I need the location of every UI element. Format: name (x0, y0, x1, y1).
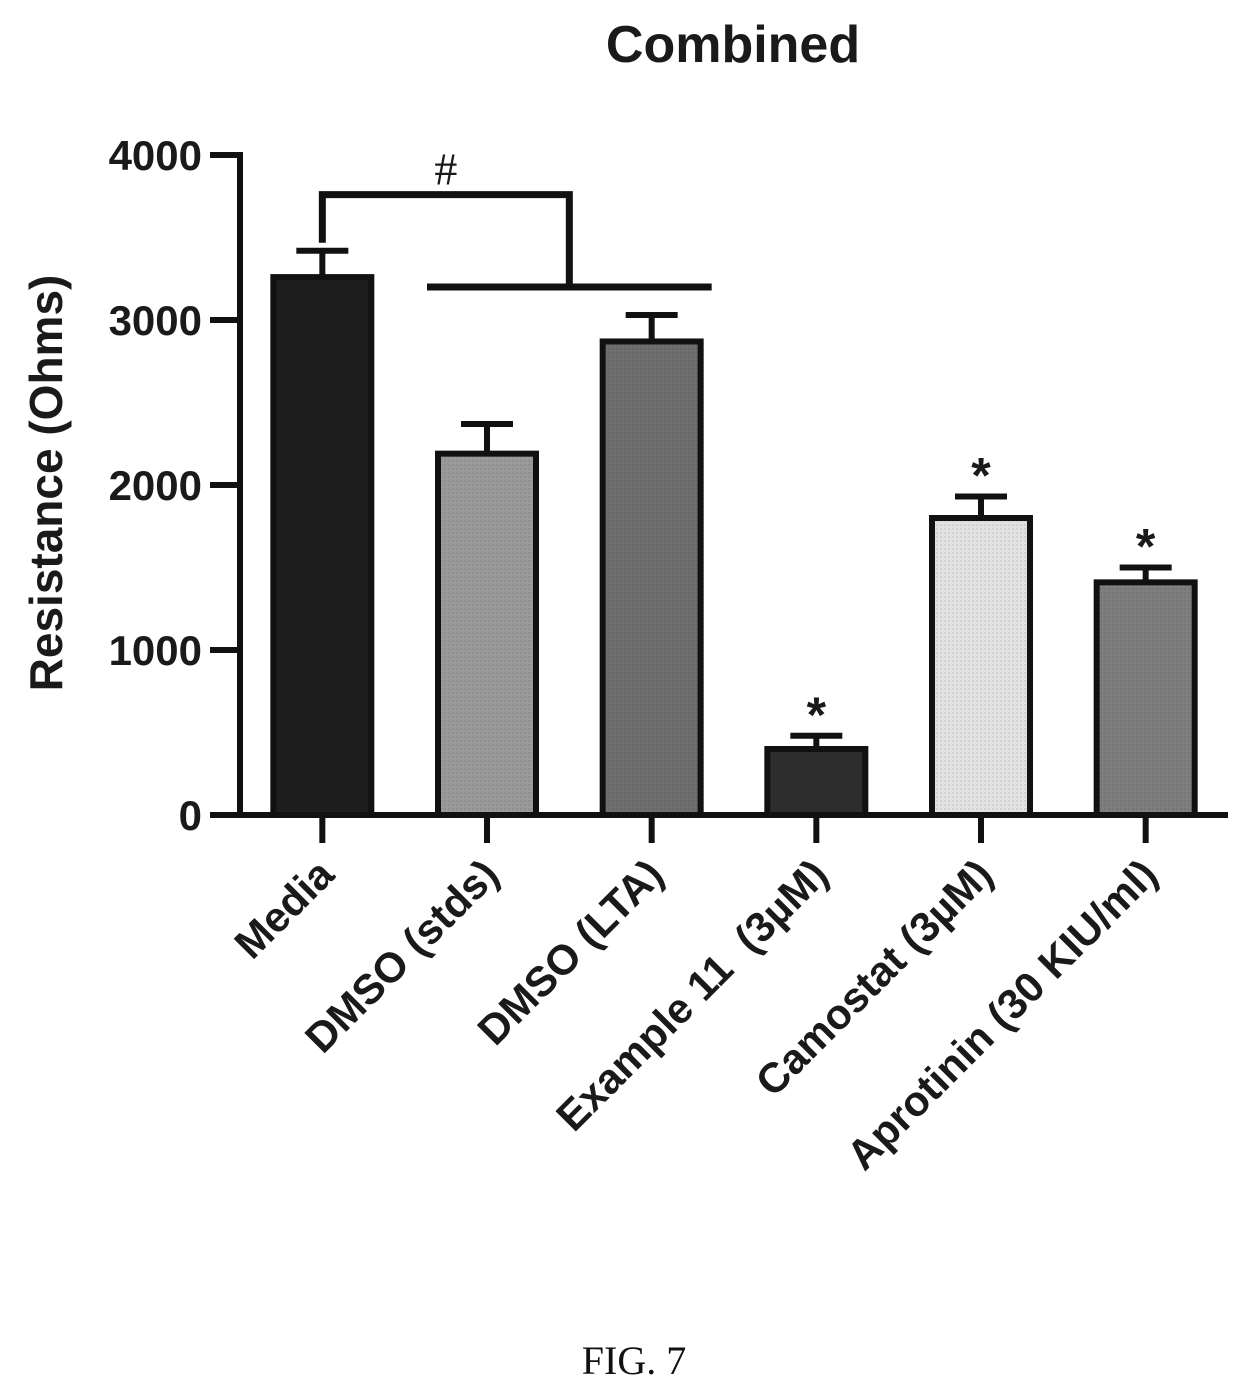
significance-bracket (318, 191, 573, 287)
figure-label: FIG. 7 (582, 1338, 686, 1383)
y-tick-label-4: 4000 (109, 132, 202, 179)
significance-star-5: * (1136, 519, 1156, 575)
x-tick-label-0: Media (225, 850, 343, 968)
x-tick-label-5: Aprotinin (30 KIU/ml) (837, 850, 1166, 1179)
bar-texture-4 (935, 521, 1027, 812)
y-tick-label-2: 2000 (109, 462, 202, 509)
y-axis-label: Resistance (Ohms) (20, 275, 72, 692)
y-tick-label-0: 0 (179, 792, 202, 839)
bar-texture-5 (1099, 585, 1192, 812)
bar-texture-0 (276, 280, 369, 813)
significance-star-3: * (807, 687, 827, 743)
bar-texture-3 (770, 752, 863, 812)
bracket-hash-marker: # (434, 144, 457, 195)
bar-texture-1 (441, 456, 533, 812)
x-tick-label-3: Example 11 (3µM) (547, 850, 837, 1140)
y-tick-label-1: 1000 (109, 627, 202, 674)
significance-star-4: * (971, 448, 991, 504)
bar-texture-2 (605, 344, 698, 812)
y-tick-label-3: 3000 (109, 297, 202, 344)
chart-title: Combined (606, 16, 860, 74)
